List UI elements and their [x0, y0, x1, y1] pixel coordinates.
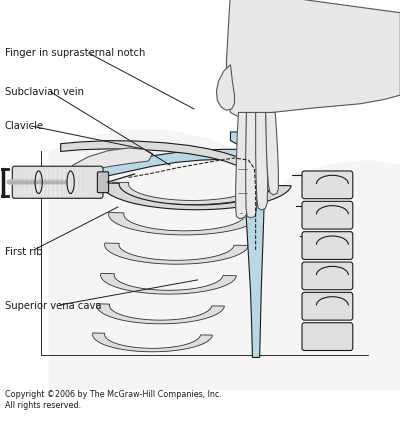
Text: Superior vena cava: Superior vena cava [5, 301, 101, 311]
Text: Subclavian vein: Subclavian vein [5, 86, 84, 96]
Polygon shape [265, 113, 278, 195]
Polygon shape [73, 149, 152, 174]
FancyBboxPatch shape [97, 172, 109, 193]
Polygon shape [246, 113, 257, 218]
Polygon shape [227, 0, 400, 118]
Polygon shape [113, 183, 272, 205]
FancyBboxPatch shape [302, 171, 353, 199]
Text: First rib: First rib [5, 247, 42, 256]
FancyBboxPatch shape [302, 202, 353, 230]
Polygon shape [61, 141, 247, 170]
Polygon shape [231, 133, 264, 358]
Polygon shape [93, 333, 213, 352]
Text: Copyright ©2006 by The McGraw-Hill Companies, Inc.
All rights reserved.: Copyright ©2006 by The McGraw-Hill Compa… [5, 389, 222, 410]
FancyBboxPatch shape [302, 232, 353, 260]
Polygon shape [109, 213, 260, 235]
Text: Clavicle: Clavicle [5, 121, 44, 131]
Polygon shape [105, 243, 248, 265]
Polygon shape [217, 66, 235, 111]
Polygon shape [97, 304, 225, 324]
Text: Finger in suprasternal notch: Finger in suprasternal notch [5, 48, 145, 58]
Polygon shape [49, 131, 400, 390]
FancyBboxPatch shape [302, 293, 353, 320]
Polygon shape [236, 113, 249, 219]
Polygon shape [61, 150, 257, 186]
FancyBboxPatch shape [12, 167, 103, 199]
Polygon shape [256, 113, 267, 210]
Polygon shape [101, 184, 291, 210]
Polygon shape [101, 274, 237, 294]
FancyBboxPatch shape [302, 323, 353, 351]
FancyBboxPatch shape [302, 263, 353, 290]
